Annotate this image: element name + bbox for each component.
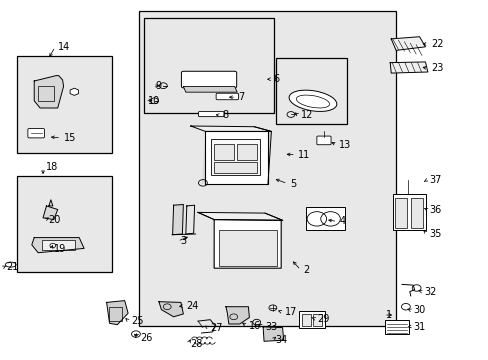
Bar: [214, 162, 256, 173]
Bar: [394, 198, 407, 228]
Polygon shape: [190, 126, 271, 131]
Text: 34: 34: [274, 335, 286, 345]
Text: 32: 32: [424, 287, 436, 297]
Bar: [276, 58, 346, 124]
FancyBboxPatch shape: [181, 71, 236, 88]
Text: 33: 33: [264, 321, 277, 332]
Text: 22: 22: [430, 39, 443, 49]
Polygon shape: [263, 327, 283, 341]
Polygon shape: [390, 37, 425, 50]
Bar: [214, 144, 233, 160]
Ellipse shape: [5, 262, 16, 267]
Polygon shape: [185, 205, 194, 234]
Text: 31: 31: [412, 321, 425, 332]
Polygon shape: [214, 220, 281, 268]
Text: 15: 15: [63, 133, 76, 143]
Polygon shape: [225, 307, 249, 324]
Text: 11: 11: [298, 150, 310, 160]
Bar: [302, 314, 310, 326]
Bar: [410, 198, 422, 228]
Text: 13: 13: [339, 140, 351, 150]
Bar: [312, 314, 321, 326]
Text: 16: 16: [249, 321, 261, 331]
FancyBboxPatch shape: [316, 136, 330, 145]
Text: 19: 19: [54, 244, 66, 254]
Bar: [219, 230, 276, 266]
Bar: [108, 307, 122, 321]
Text: 21: 21: [6, 262, 18, 272]
Text: 37: 37: [428, 175, 441, 185]
Text: 20: 20: [48, 215, 60, 225]
Bar: [299, 311, 324, 328]
Text: 28: 28: [190, 339, 203, 349]
Polygon shape: [34, 76, 63, 108]
Text: 6: 6: [273, 74, 280, 84]
FancyBboxPatch shape: [216, 93, 238, 100]
Bar: [17, 176, 112, 272]
Text: 26: 26: [140, 333, 152, 343]
Text: 12: 12: [300, 110, 312, 120]
Text: 23: 23: [430, 63, 442, 73]
Polygon shape: [212, 220, 282, 268]
Polygon shape: [202, 131, 271, 184]
Text: 35: 35: [428, 229, 441, 239]
Polygon shape: [205, 131, 267, 184]
Polygon shape: [159, 302, 183, 317]
Text: 25: 25: [131, 316, 143, 326]
Text: 8: 8: [222, 110, 228, 120]
Text: 10: 10: [147, 96, 160, 106]
Text: 30: 30: [412, 305, 425, 315]
Text: 9: 9: [155, 81, 161, 91]
Polygon shape: [106, 301, 128, 325]
Text: 14: 14: [58, 42, 70, 52]
Text: 5: 5: [289, 179, 296, 189]
Text: 4: 4: [339, 216, 346, 226]
Bar: [139, 11, 395, 326]
Bar: [41, 240, 75, 250]
Ellipse shape: [288, 90, 336, 112]
Text: 24: 24: [185, 301, 198, 311]
Bar: [385, 320, 408, 334]
Text: 29: 29: [316, 314, 328, 324]
Text: 36: 36: [428, 204, 441, 215]
Polygon shape: [32, 238, 84, 253]
Text: 27: 27: [210, 323, 223, 333]
Polygon shape: [172, 204, 183, 235]
Text: 18: 18: [45, 162, 58, 172]
Polygon shape: [43, 206, 58, 220]
FancyBboxPatch shape: [28, 129, 44, 138]
Text: 3: 3: [180, 236, 186, 246]
Text: 1: 1: [386, 310, 392, 320]
Bar: [38, 86, 54, 101]
Bar: [237, 144, 256, 160]
Polygon shape: [389, 62, 427, 73]
Bar: [392, 194, 425, 230]
Bar: [17, 56, 112, 153]
Text: 7: 7: [238, 92, 244, 102]
Text: 2: 2: [303, 265, 309, 275]
Text: 17: 17: [284, 307, 296, 317]
Bar: [211, 139, 260, 175]
Polygon shape: [198, 212, 282, 220]
Bar: [144, 18, 273, 113]
FancyBboxPatch shape: [198, 112, 224, 117]
Bar: [305, 207, 344, 230]
Polygon shape: [183, 86, 237, 92]
